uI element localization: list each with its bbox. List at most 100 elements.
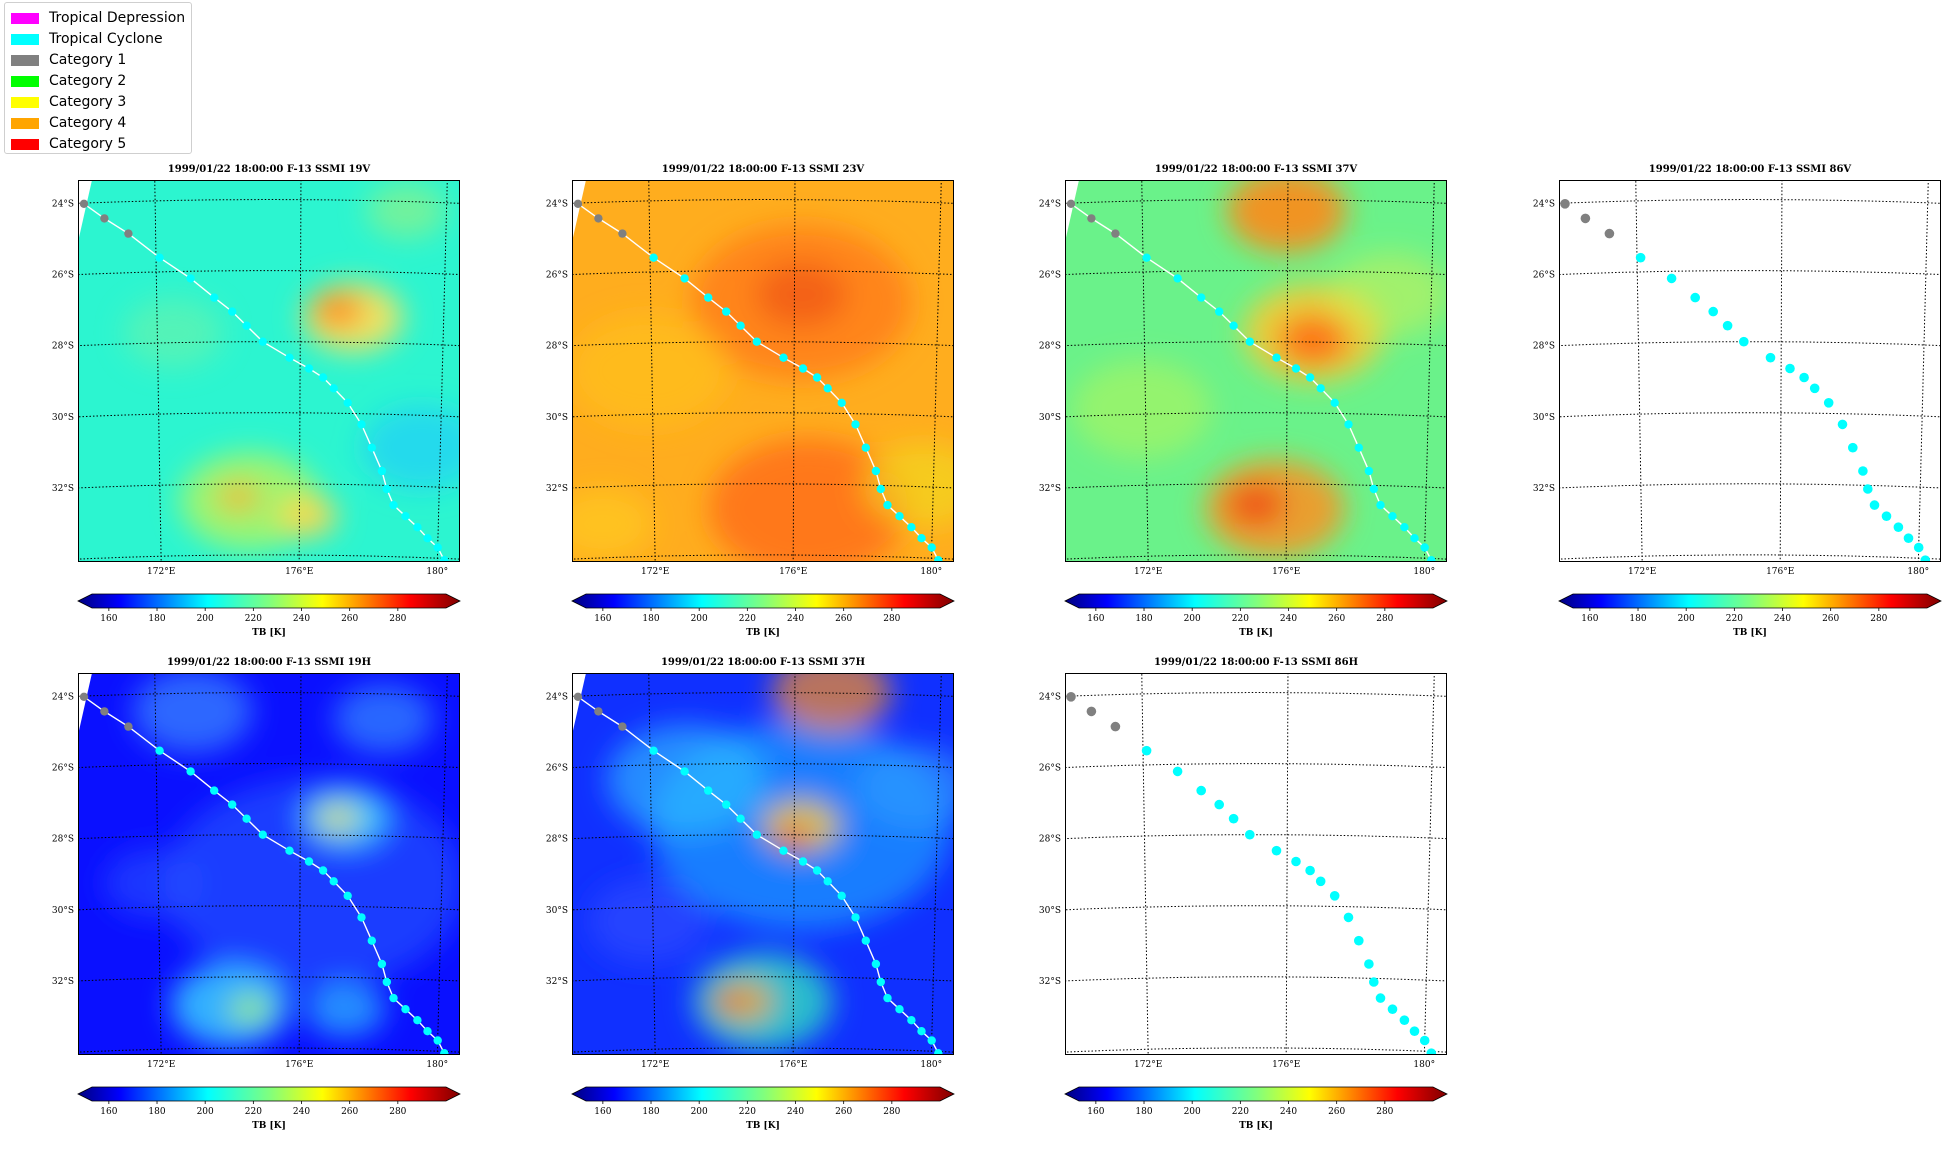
colorbar-tick-label: 260 (835, 1107, 852, 1117)
lat-tick-label: 24°S (1039, 693, 1061, 703)
track-point (1858, 466, 1868, 476)
track-point (1364, 466, 1374, 476)
track-point (927, 1036, 936, 1045)
track-point (1848, 442, 1858, 453)
graticule (572, 180, 954, 562)
track-point (329, 384, 338, 393)
colorbar-tick-label: 200 (691, 614, 708, 624)
track-point (871, 959, 881, 969)
track-point (228, 800, 237, 809)
tb-field-features (104, 673, 460, 1048)
legend-label: Category 1 (49, 52, 127, 68)
track-point (413, 523, 422, 532)
lon-tick-label: 176°E (285, 567, 313, 577)
colorbar-tick-label: 240 (1774, 614, 1791, 624)
legend-label: Category 4 (49, 115, 127, 131)
track-point (1228, 813, 1239, 824)
panel-23v: 1999/01/22 18:00:00 F-13 SSMI 23V 24°S 26°… (546, 164, 955, 660)
track-point (618, 722, 627, 731)
panel-19h: 1999/01/22 18:00:00 F-13 SSMI 19H 24°S 26°… (52, 657, 461, 1153)
lat-tick-label: 28°S (1039, 342, 1061, 352)
track-point (837, 891, 846, 900)
chart-svg: 1999/01/22 18:00:00 F-13 SSMI 19H 24°S 26°… (52, 657, 461, 1131)
map-area (78, 673, 460, 1055)
track-point (357, 420, 366, 429)
track-point (823, 384, 832, 393)
track-point (304, 857, 314, 866)
track-point (1344, 420, 1353, 429)
track-point (210, 786, 219, 795)
track-point (1399, 1015, 1410, 1025)
track-point (1881, 511, 1892, 521)
track-point (1785, 363, 1795, 374)
track-point (573, 692, 583, 701)
lat-tick-label: 28°S (546, 342, 568, 352)
track-point (304, 364, 314, 373)
track-point (389, 993, 398, 1003)
map-frame (572, 673, 954, 1055)
legend-label: Category 5 (49, 136, 127, 152)
track-point (1920, 555, 1931, 562)
legend-swatch (11, 75, 39, 87)
track-point (318, 373, 328, 382)
colorbar-tick-label: 200 (691, 1107, 708, 1117)
track-point (1196, 785, 1206, 796)
colorbar-tick-label: 240 (293, 1107, 310, 1117)
colorbar-tick-label: 180 (642, 614, 659, 624)
lon-tick-label: 180° (920, 1060, 942, 1070)
lat-tick-label: 28°S (52, 835, 74, 845)
colorbar-tick-label: 220 (245, 1107, 262, 1117)
track-point (100, 214, 109, 223)
legend-item: Tropical Depression (11, 9, 185, 27)
lat-tick-label: 26°S (546, 764, 568, 774)
track-point (1799, 372, 1809, 383)
map-area (1065, 180, 1447, 562)
colorbar-tick-label: 180 (148, 614, 165, 624)
colorbar-tick-label: 260 (835, 614, 852, 624)
colorbar-tick-label: 180 (148, 1107, 165, 1117)
track-point (851, 913, 860, 922)
track-point (895, 1005, 904, 1014)
track-point (1245, 829, 1255, 840)
colorbar-tick-label: 180 (1135, 614, 1152, 624)
track-point (1420, 543, 1429, 552)
track-point (440, 1049, 449, 1055)
legend-swatch (11, 138, 39, 150)
track-point (1066, 692, 1076, 702)
track-point (1087, 214, 1096, 223)
lat-tick-label: 24°S (52, 200, 74, 210)
track-point (242, 321, 251, 330)
track-point (722, 307, 731, 316)
track-point (876, 977, 885, 987)
track-point (1376, 500, 1385, 510)
map-frame (78, 180, 460, 562)
track-point (837, 398, 846, 407)
colorbar-tick-label: 260 (341, 614, 358, 624)
chart-svg: 1999/01/22 18:00:00 F-13 SSMI 86H 24°S 26°… (1039, 657, 1448, 1131)
track-point (413, 1016, 422, 1025)
colorbar-tick-label: 240 (787, 1107, 804, 1117)
track-point (1809, 383, 1820, 394)
track-point (318, 866, 328, 875)
lat-tick-label: 32°S (52, 977, 74, 987)
track-point (79, 692, 89, 701)
map-frame (78, 673, 460, 1055)
track-point (433, 1036, 442, 1045)
track-point (1823, 398, 1834, 408)
lon-tick-label: 176°E (1272, 1060, 1300, 1070)
legend-label: Category 3 (49, 94, 127, 110)
track-point (1708, 306, 1718, 317)
colorbar-tick-label: 180 (1629, 614, 1646, 624)
track-point (1409, 1026, 1420, 1036)
lat-tick-label: 32°S (546, 484, 568, 494)
legend-item: Category 4 (11, 114, 126, 132)
track-point (124, 722, 133, 731)
lat-tick-label: 32°S (52, 484, 74, 494)
track-point (1863, 484, 1873, 494)
track-point (1111, 229, 1120, 238)
legend: Tropical Depression Tropical Cyclone Cat… (4, 2, 192, 154)
track-point (1354, 935, 1364, 946)
colorbar-tick-label: 240 (1280, 614, 1297, 624)
lon-tick-label: 180° (1413, 567, 1435, 577)
lat-tick-label: 24°S (1533, 200, 1555, 210)
